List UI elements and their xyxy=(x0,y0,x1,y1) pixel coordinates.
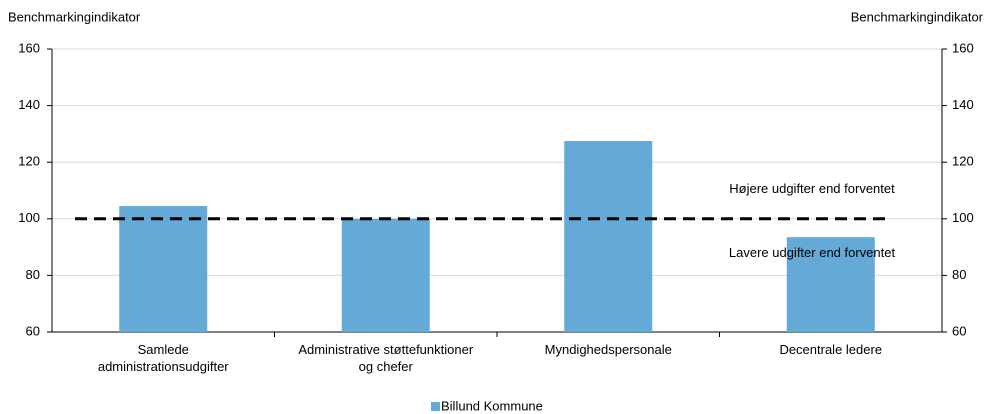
x-tick-label: Myndighedspersonale xyxy=(545,342,672,357)
y2-tick-label: 80 xyxy=(952,267,966,282)
annotation: Højere udgifter end forventet xyxy=(729,181,895,196)
bar xyxy=(341,218,430,332)
annotation: Lavere udgifter end forventet xyxy=(729,245,896,260)
x-tick-label-line: Myndighedspersonale xyxy=(545,342,672,357)
x-tick-label-line: Samlede xyxy=(138,342,189,357)
x-tick-label-line: administrationsudgifter xyxy=(98,359,229,374)
x-tick-label: Decentrale ledere xyxy=(779,342,882,357)
x-tick-label: Samlede administrationsudgifter xyxy=(98,342,229,374)
x-tick-label-line: Decentrale ledere xyxy=(779,342,882,357)
y-tick-label: 140 xyxy=(18,97,40,112)
y2-tick-label: 100 xyxy=(952,210,974,225)
x-tick-label-line: Administrative støttefunktioner xyxy=(298,342,474,357)
y-tick-label: 120 xyxy=(18,154,40,169)
legend-label: Billund Kommune xyxy=(441,398,543,413)
bar xyxy=(786,237,875,332)
y-axis-title: Benchmarkingindikator xyxy=(8,9,141,24)
y2-tick-label: 140 xyxy=(952,97,974,112)
y-tick-label: 100 xyxy=(18,210,40,225)
bar xyxy=(564,140,653,332)
y2-tick-label: 60 xyxy=(952,323,966,338)
y-tick-label: 160 xyxy=(18,40,40,55)
x-tick-label: Administrative støttefunktioner og chefer xyxy=(298,342,474,374)
y-tick-label: 60 xyxy=(26,323,40,338)
x-tick-label-line: og chefer xyxy=(359,359,414,374)
y2-tick-label: 120 xyxy=(952,154,974,169)
y2-tick-label: 160 xyxy=(952,40,974,55)
legend-swatch xyxy=(431,402,440,411)
y-tick-label: 80 xyxy=(26,267,40,282)
bar xyxy=(119,206,208,332)
y2-axis-title: Benchmarkingindikator xyxy=(851,9,984,24)
